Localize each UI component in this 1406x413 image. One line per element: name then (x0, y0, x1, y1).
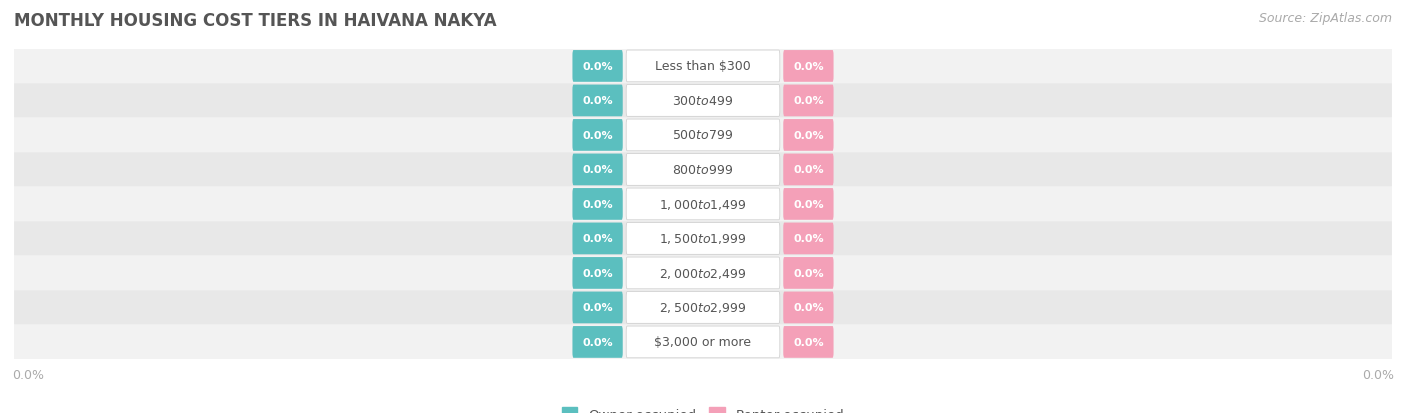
FancyBboxPatch shape (783, 154, 834, 186)
FancyBboxPatch shape (14, 84, 1392, 119)
Text: 0.0%: 0.0% (793, 234, 824, 244)
Text: $300 to $499: $300 to $499 (672, 95, 734, 108)
FancyBboxPatch shape (783, 189, 834, 220)
FancyBboxPatch shape (572, 292, 623, 323)
FancyBboxPatch shape (14, 222, 1392, 256)
Text: 0.0%: 0.0% (582, 199, 613, 209)
Text: $500 to $799: $500 to $799 (672, 129, 734, 142)
FancyBboxPatch shape (572, 257, 623, 289)
FancyBboxPatch shape (626, 120, 780, 152)
FancyBboxPatch shape (783, 292, 834, 323)
FancyBboxPatch shape (572, 223, 623, 255)
Text: 0.0%: 0.0% (582, 131, 613, 140)
Text: 0.0%: 0.0% (793, 131, 824, 140)
FancyBboxPatch shape (783, 85, 834, 117)
FancyBboxPatch shape (626, 189, 780, 220)
Text: 0.0%: 0.0% (582, 165, 613, 175)
Text: $2,500 to $2,999: $2,500 to $2,999 (659, 301, 747, 315)
Text: 0.0%: 0.0% (793, 199, 824, 209)
FancyBboxPatch shape (626, 154, 780, 186)
FancyBboxPatch shape (626, 292, 780, 323)
Text: $1,000 to $1,499: $1,000 to $1,499 (659, 197, 747, 211)
Text: 0.0%: 0.0% (582, 62, 613, 72)
FancyBboxPatch shape (572, 85, 623, 117)
FancyBboxPatch shape (14, 153, 1392, 187)
FancyBboxPatch shape (572, 326, 623, 358)
Text: $800 to $999: $800 to $999 (672, 164, 734, 176)
FancyBboxPatch shape (14, 325, 1392, 359)
FancyBboxPatch shape (14, 50, 1392, 84)
FancyBboxPatch shape (572, 120, 623, 152)
FancyBboxPatch shape (626, 85, 780, 117)
Text: 0.0%: 0.0% (582, 96, 613, 106)
FancyBboxPatch shape (783, 326, 834, 358)
Text: 0.0%: 0.0% (582, 268, 613, 278)
Text: $3,000 or more: $3,000 or more (655, 336, 751, 349)
FancyBboxPatch shape (14, 256, 1392, 290)
Text: 0.0%: 0.0% (582, 234, 613, 244)
Text: 0.0%: 0.0% (793, 303, 824, 313)
FancyBboxPatch shape (783, 51, 834, 83)
FancyBboxPatch shape (14, 187, 1392, 222)
FancyBboxPatch shape (626, 223, 780, 255)
Text: 0.0%: 0.0% (793, 165, 824, 175)
FancyBboxPatch shape (626, 51, 780, 83)
FancyBboxPatch shape (572, 189, 623, 220)
Text: 0.0%: 0.0% (582, 337, 613, 347)
Legend: Owner-occupied, Renter-occupied: Owner-occupied, Renter-occupied (561, 408, 845, 413)
Text: 0.0%: 0.0% (793, 62, 824, 72)
Text: $1,500 to $1,999: $1,500 to $1,999 (659, 232, 747, 246)
Text: 0.0%: 0.0% (793, 337, 824, 347)
FancyBboxPatch shape (783, 120, 834, 152)
Text: $2,000 to $2,499: $2,000 to $2,499 (659, 266, 747, 280)
Text: Source: ZipAtlas.com: Source: ZipAtlas.com (1258, 12, 1392, 25)
Text: Less than $300: Less than $300 (655, 60, 751, 73)
FancyBboxPatch shape (14, 119, 1392, 153)
Text: 0.0%: 0.0% (793, 96, 824, 106)
FancyBboxPatch shape (572, 154, 623, 186)
FancyBboxPatch shape (783, 223, 834, 255)
FancyBboxPatch shape (14, 290, 1392, 325)
FancyBboxPatch shape (783, 257, 834, 289)
Text: 0.0%: 0.0% (793, 268, 824, 278)
FancyBboxPatch shape (572, 51, 623, 83)
Text: 0.0%: 0.0% (582, 303, 613, 313)
FancyBboxPatch shape (626, 257, 780, 289)
FancyBboxPatch shape (626, 326, 780, 358)
Text: MONTHLY HOUSING COST TIERS IN HAIVANA NAKYA: MONTHLY HOUSING COST TIERS IN HAIVANA NA… (14, 12, 496, 30)
